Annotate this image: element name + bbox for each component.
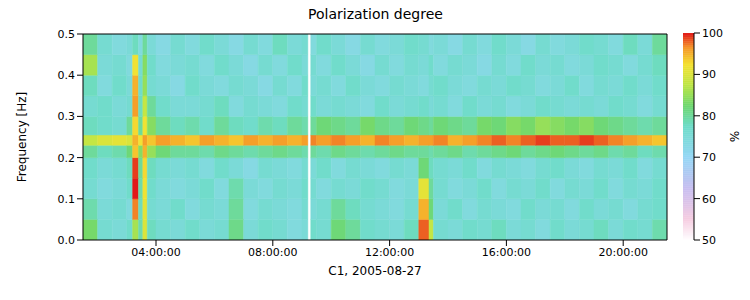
svg-text:0.4: 0.4: [58, 69, 76, 82]
svg-text:0.3: 0.3: [58, 110, 76, 123]
svg-text:C1, 2005-08-27: C1, 2005-08-27: [328, 264, 421, 278]
html-text:Polarization degree: Polarization degree: [308, 6, 443, 22]
svg-text:Frequency [Hz]: Frequency [Hz]: [15, 92, 29, 183]
svg-text:0.0: 0.0: [58, 234, 76, 247]
svg-text:70: 70: [702, 151, 716, 164]
svg-text:100: 100: [702, 27, 723, 40]
svg-text:20:00:00: 20:00:00: [598, 246, 647, 259]
svg-text:%: %: [727, 131, 741, 142]
svg-text:04:00:00: 04:00:00: [131, 246, 180, 259]
svg-text:60: 60: [702, 193, 716, 206]
svg-text:12:00:00: 12:00:00: [365, 246, 414, 259]
svg-text:16:00:00: 16:00:00: [482, 246, 531, 259]
svg-text:90: 90: [702, 68, 716, 81]
svg-text:0.5: 0.5: [58, 28, 76, 41]
svg-text:0.2: 0.2: [58, 152, 76, 165]
svg-text:50: 50: [702, 234, 716, 247]
svg-text:08:00:00: 08:00:00: [248, 246, 297, 259]
svg-text:0.1: 0.1: [58, 193, 76, 206]
svg-text:80: 80: [702, 110, 716, 123]
